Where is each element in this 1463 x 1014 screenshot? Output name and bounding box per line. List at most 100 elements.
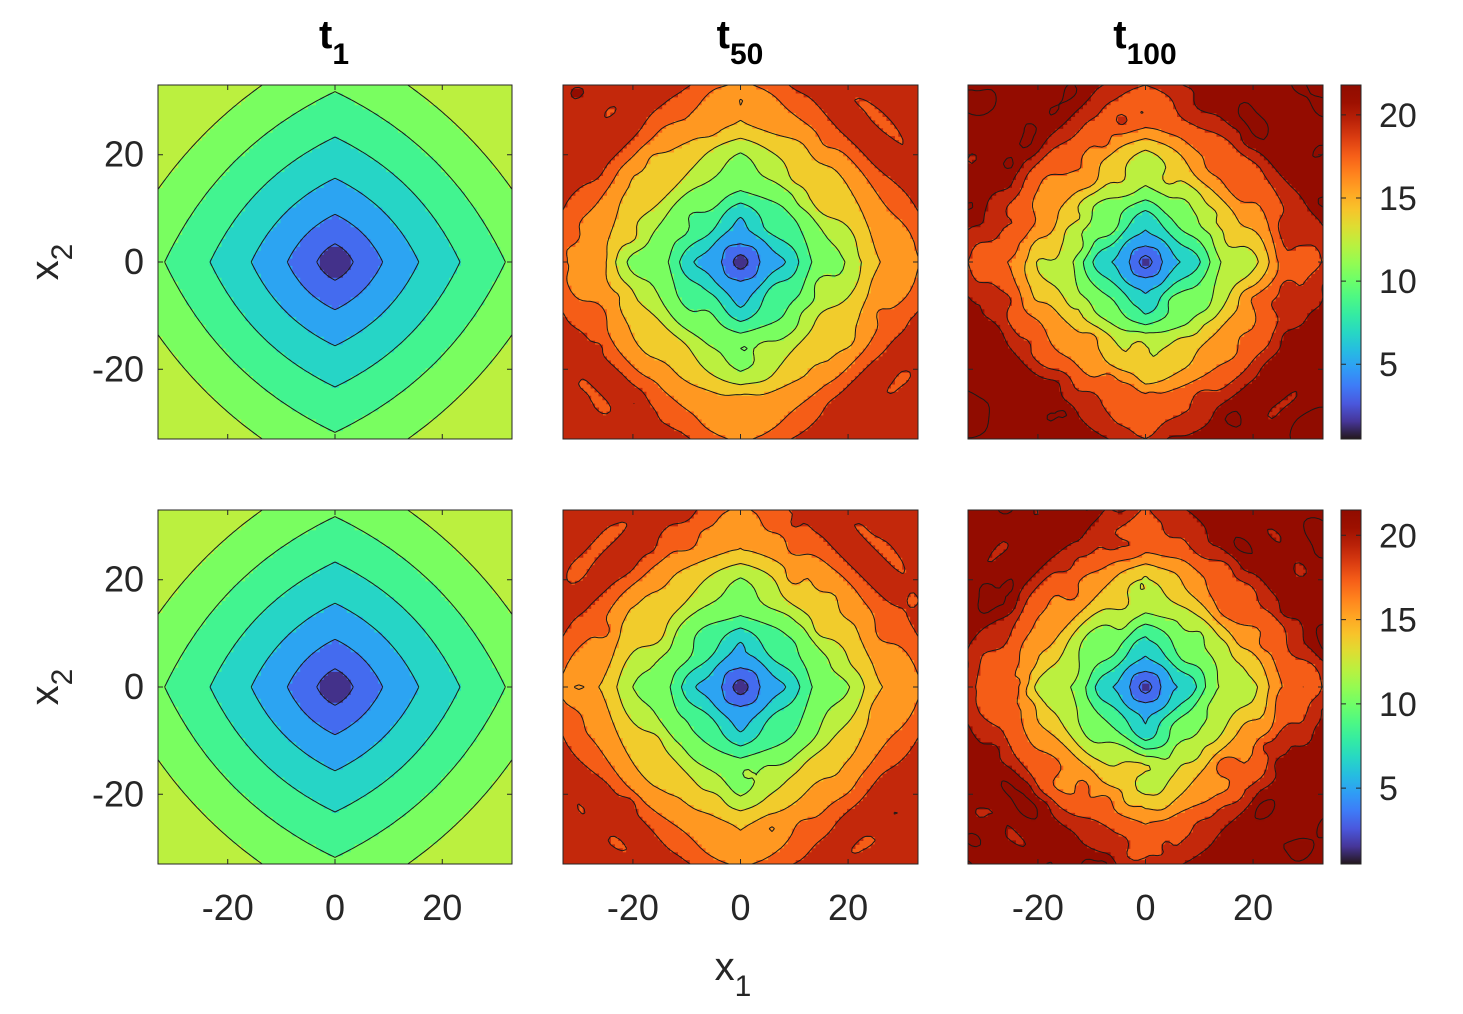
- contour-fill-band: [319, 671, 352, 704]
- contour-fill-band: [209, 136, 462, 389]
- y-axis-label-row2: x2: [23, 669, 79, 706]
- contour-fill-band: [563, 510, 918, 864]
- contour-fill-band: [720, 667, 761, 708]
- contour-lines: [968, 510, 1323, 864]
- y-tick-label: 0: [124, 666, 144, 707]
- colorbar-tick-label: 10: [1379, 686, 1417, 724]
- contour-fill-band: [1129, 671, 1162, 704]
- contour-fill-band: [158, 510, 512, 864]
- colorbar-gradient: [1340, 84, 1362, 440]
- x-tick-label: 20: [422, 887, 462, 928]
- contour-fill-band: [606, 120, 880, 397]
- contour-fill-band: [968, 510, 1323, 864]
- tick-mark: [968, 85, 1323, 439]
- contour-fill-band: [1086, 624, 1206, 751]
- contour-fill-band: [1074, 187, 1222, 334]
- x-tick-label: 0: [325, 887, 345, 928]
- contour-fill-band: [252, 179, 419, 346]
- contour-fill-band: [209, 561, 462, 814]
- x-axis-label: x1: [715, 945, 752, 1003]
- contour-fill-band: [158, 85, 512, 439]
- x-tick-label: 20: [828, 887, 868, 928]
- contour-fill-band: [1141, 258, 1151, 267]
- contour-panel-r2-c3: -20 0 20: [967, 509, 1324, 928]
- contour-fill-band: [252, 604, 419, 771]
- y-tick-label: 20: [104, 134, 144, 175]
- tick-mark: [968, 85, 1323, 439]
- contour-fill-band: [287, 214, 383, 310]
- contour-fill-band: [1113, 230, 1178, 295]
- contour-fill-band: [563, 85, 918, 439]
- x-tick-label: -20: [202, 887, 254, 928]
- colorbar-tick-label: 10: [1379, 263, 1417, 301]
- tick-mark: [563, 510, 918, 864]
- contour-fill-band: [1113, 655, 1178, 723]
- contour-panel-r1-c2: [562, 84, 919, 440]
- tick-mark: [158, 85, 512, 439]
- colorbar-tick-label: 20: [1379, 97, 1417, 135]
- colorbar-tick-label: 5: [1379, 770, 1398, 808]
- contour-fill-band: [669, 616, 813, 759]
- contour-panel-r2-c1: 20 0 -20 -20 0 20: [92, 509, 513, 928]
- contour-fill-band: [634, 576, 848, 794]
- tick-mark: [158, 85, 512, 439]
- contour-fill-band: [570, 88, 584, 98]
- x-tick-label: 0: [1135, 887, 1155, 928]
- tick-mark: [968, 510, 1323, 864]
- y-tick-label: -20: [92, 348, 144, 389]
- contour-fill-band: [968, 85, 1323, 439]
- tick-mark: [158, 510, 512, 864]
- contour-lines: [158, 85, 512, 439]
- colorbars: 5 10 15 20 5 10 15 20: [1340, 84, 1417, 865]
- tick-mark: [563, 85, 918, 439]
- y-tick-label: 20: [104, 559, 144, 600]
- contour-fill-band: [1129, 246, 1162, 279]
- colorbar-tick-label: 15: [1379, 180, 1417, 218]
- y-tick-label: 0: [124, 241, 144, 282]
- contour-fill-band: [626, 151, 844, 373]
- contour-fill-band: [165, 517, 505, 857]
- panel-title-t1: t1: [319, 13, 349, 71]
- contour-fill-band: [1027, 565, 1269, 810]
- tick-mark: [563, 510, 918, 864]
- tick-mark: [563, 85, 918, 439]
- x-tick-label: 20: [1233, 887, 1273, 928]
- colorbar-tick-label: 15: [1379, 602, 1417, 640]
- contour-fill-band: [1070, 612, 1218, 759]
- contour-fill-band: [1023, 140, 1269, 385]
- x-tick-label: -20: [607, 887, 659, 928]
- contour-fill-band: [287, 639, 383, 735]
- contour-fill-band: [975, 510, 1323, 861]
- contour-lines: [563, 510, 918, 864]
- x-tick-label: -20: [1012, 887, 1064, 928]
- contour-fill-band: [614, 140, 864, 385]
- contour-panel-r1-c1: 20 0 -20: [92, 84, 513, 440]
- contour-fill-band: [968, 510, 1323, 864]
- contour-fill-band: [319, 246, 352, 279]
- colorbar-row2: 5 10 15 20: [1340, 509, 1417, 865]
- y-axis-label-row1: x2: [23, 244, 79, 281]
- tick-mark: [158, 510, 512, 864]
- contour-fill-band: [563, 85, 918, 439]
- tick-mark: [158, 510, 512, 864]
- contour-fill-band: [1141, 683, 1151, 692]
- contour-lines: [563, 85, 918, 439]
- colorbar-tick-label: 5: [1379, 346, 1398, 384]
- contour-panels: 20 0 -20 20 0 -20 -20 0 20 -20 0 20 -20 0 20: [92, 84, 1324, 928]
- contour-fill-band: [1035, 151, 1257, 357]
- contour-panel-r2-c2: -20 0 20: [562, 509, 919, 928]
- contour-panel-r1-c3: [967, 84, 1324, 440]
- panel-title-t50: t50: [717, 13, 764, 71]
- contour-fill-band: [165, 92, 505, 432]
- contour-fill-band: [1094, 210, 1202, 314]
- colorbar-gradient: [1340, 509, 1362, 865]
- colorbar-row1: 5 10 15 20: [1340, 84, 1417, 440]
- tick-mark: [563, 510, 918, 864]
- colorbar-tick-label: 20: [1379, 517, 1417, 555]
- x-tick-label: 0: [730, 887, 750, 928]
- panel-title-t100: t100: [1113, 13, 1176, 71]
- contour-fill-band: [669, 191, 813, 334]
- tick-mark: [158, 85, 512, 439]
- y-tick-label: -20: [92, 773, 144, 814]
